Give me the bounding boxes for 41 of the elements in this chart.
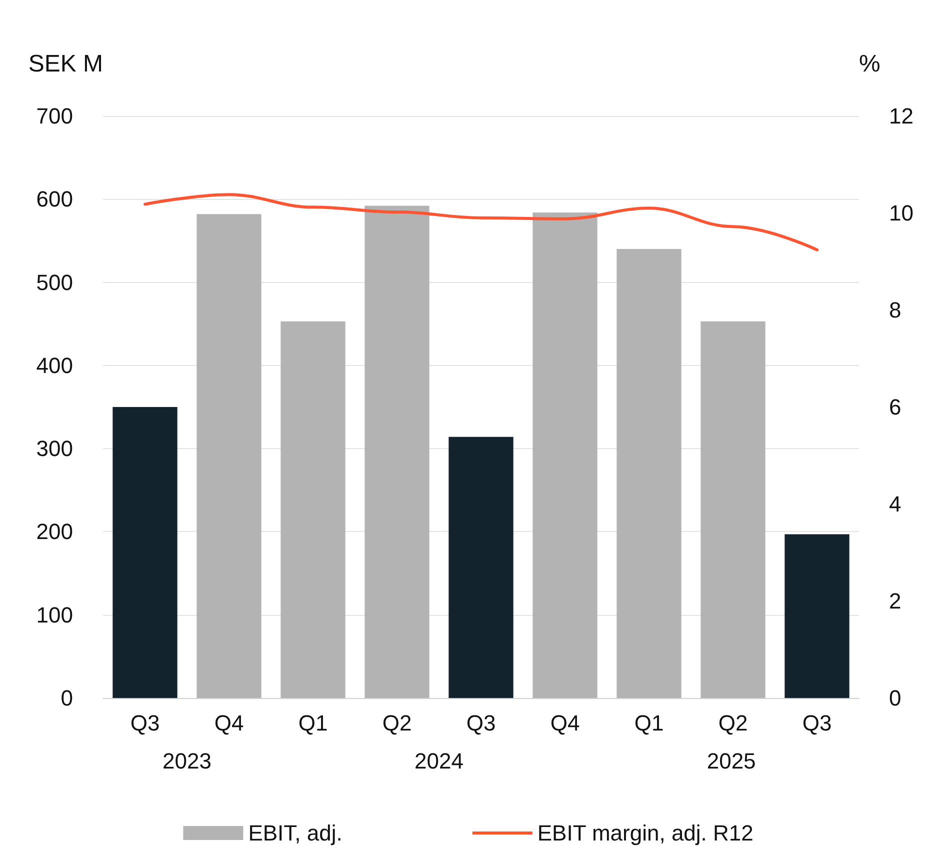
- y2-tick-label: 0: [889, 686, 902, 710]
- y-tick-label: 700: [36, 104, 73, 128]
- y-tick-label: 500: [36, 270, 73, 295]
- y-tick-label: 100: [36, 602, 73, 628]
- bar: [616, 249, 682, 698]
- bar: [448, 436, 514, 698]
- x-tick-label: Q4: [214, 710, 244, 736]
- x-tick-label: Q3: [802, 710, 832, 736]
- y2-tick-label: 6: [889, 394, 902, 420]
- bar: [700, 321, 766, 698]
- x-tick-label: Q4: [550, 710, 580, 736]
- y-tick-label: 200: [36, 519, 73, 544]
- x-tick-label: Q1: [298, 710, 328, 736]
- text: 2023: [162, 748, 212, 774]
- y2-tick-label: 8: [889, 298, 902, 322]
- bar: [364, 206, 430, 698]
- x-tick-label: Q2: [718, 710, 748, 736]
- bar: [280, 321, 346, 698]
- y-axis-title: SEK M: [28, 50, 103, 78]
- x-tick-label: Q3: [130, 710, 160, 736]
- y-tick-label: 600: [36, 186, 73, 212]
- x-tick-label: Q2: [382, 710, 412, 736]
- x-tick-label: Q3: [466, 710, 496, 736]
- y2-tick-label: 2: [889, 588, 902, 614]
- line-series: [144, 193, 818, 252]
- bar: [196, 214, 262, 698]
- legend-label: EBIT margin, adj. R12: [537, 820, 754, 846]
- bar: [112, 407, 178, 698]
- y2-axis-title: %: [859, 50, 880, 78]
- bar: [532, 212, 598, 698]
- y-tick-label: 0: [60, 686, 73, 710]
- y2-tick-label: 10: [889, 200, 914, 226]
- text: 2024: [414, 748, 464, 774]
- text: 2025: [706, 748, 756, 774]
- x-tick-label: Q1: [634, 710, 664, 736]
- legend-label: EBIT, adj.: [248, 820, 342, 846]
- y2-tick-label: 4: [889, 492, 902, 516]
- y-tick-label: 300: [36, 436, 73, 462]
- y-tick-label: 400: [36, 352, 73, 378]
- y2-tick-label: 12: [889, 104, 914, 128]
- bar: [784, 534, 850, 698]
